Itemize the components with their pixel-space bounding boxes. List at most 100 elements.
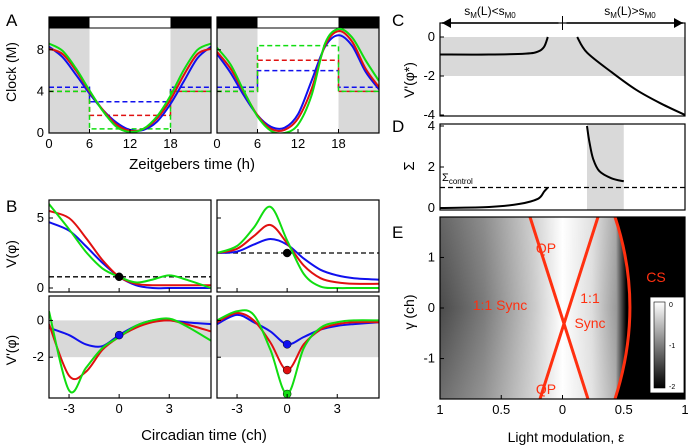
panel-b-xlabel: Circadian time (ch) xyxy=(141,427,267,444)
series-blue xyxy=(217,237,379,281)
fixed-point-marker xyxy=(282,248,292,258)
series-red xyxy=(217,223,379,285)
series-left xyxy=(440,36,549,56)
x-tick-label: 3 xyxy=(334,401,341,416)
panel-a: 0 6 12 18 0 4 8 0 6 12 18 Clock (M) Zeitgebers ti… xyxy=(3,16,380,173)
region-label-qp-bottom: QP xyxy=(536,381,556,397)
panel-letters: A B C D E xyxy=(6,11,404,242)
panel-e-ylabel: γ (ch) xyxy=(401,295,417,330)
panel-e-xlabel: Light modulation, ε xyxy=(508,429,625,445)
x-tick-label: 3 xyxy=(166,401,173,416)
colorbar-scale xyxy=(653,301,666,389)
y-tick-label: 4 xyxy=(37,83,44,98)
clipped-layer xyxy=(49,203,211,290)
panel-c: -4 -2 0 V'(φ*) sM(L)<sM0 sM(L)>sM0 xyxy=(401,4,686,122)
panel-c-annotation-left: sM(L)<sM0 xyxy=(464,4,516,20)
light-bar-dark xyxy=(49,17,90,28)
clipped-layer xyxy=(49,310,211,394)
panel-b-bottom-right-plot: -3 0 3 xyxy=(216,295,380,416)
panel-c-plot: -4 -2 0 xyxy=(423,16,686,122)
series-red xyxy=(49,210,211,287)
y-tick-label: 0 xyxy=(428,300,435,315)
panel-d: 0 2 4 Σ Σcontrol xyxy=(401,118,686,215)
range-shade xyxy=(587,124,624,210)
x-tick-label: 0 xyxy=(559,402,566,417)
y-tick-label: 8 xyxy=(37,42,44,57)
fixed-point-marker xyxy=(282,365,292,375)
panel-d-plot: 0 2 4 xyxy=(428,118,686,215)
panel-a-ylabel: Clock (M) xyxy=(3,42,19,102)
dark-period-shade xyxy=(170,17,211,133)
arrow-right-head xyxy=(674,18,683,28)
series-green xyxy=(217,27,379,133)
x-tick-label: 0 xyxy=(213,136,220,151)
panel-b-top-left-plot: 05 xyxy=(37,199,212,295)
light-bar-dark xyxy=(338,17,379,28)
x-tick-label: 0 xyxy=(284,401,291,416)
clipped-layer xyxy=(440,36,685,116)
colorbar-tick-label: -2 xyxy=(669,384,675,391)
boundary-qp-2 xyxy=(538,216,600,400)
series-green xyxy=(49,203,211,289)
y-tick-label: -2 xyxy=(423,68,435,83)
clipped-layer xyxy=(217,205,379,290)
panel-a-xlabel: Zeitgebers time (h) xyxy=(129,156,255,173)
x-tick-label: 6 xyxy=(86,136,93,151)
plot-frame xyxy=(439,123,686,211)
series-red xyxy=(217,311,379,372)
region-label-cs: CS xyxy=(646,269,665,285)
region-label-qp-top: QP xyxy=(536,240,556,256)
arrow-left-head xyxy=(442,18,451,28)
y-tick-label: 0 xyxy=(37,125,44,140)
fixed-point-marker xyxy=(114,330,124,340)
clipped-layer xyxy=(217,17,379,133)
panel-e-plot: -1 0 1 1 0.5 0 0.5 1 0 -1 -2 xyxy=(423,216,689,417)
series-green xyxy=(217,205,379,290)
series-right xyxy=(586,125,625,183)
panel-e: -1 0 1 1 0.5 0 0.5 1 0 -1 -2 γ (ch) Light modulati… xyxy=(401,216,689,445)
fixed-point-marker xyxy=(114,272,124,282)
plot-frame xyxy=(48,199,212,293)
panel-c-annotation-right: sM(L)>sM0 xyxy=(604,4,656,20)
y-tick-label: 0 xyxy=(428,29,435,44)
dark-period-shade xyxy=(217,17,258,133)
y-tick-label: 4 xyxy=(428,118,435,133)
panel-b-top-right-plot xyxy=(216,199,380,293)
light-bar-dark xyxy=(217,17,258,28)
x-tick-label: 6 xyxy=(254,136,261,151)
y-tick-label: 0 xyxy=(37,312,44,327)
boundary-cs xyxy=(613,216,632,400)
x-tick-label: 12 xyxy=(291,136,305,151)
y-tick-label: 0 xyxy=(428,200,435,215)
panel-label-d: D xyxy=(392,117,404,136)
dark-period-shade xyxy=(338,17,379,133)
panel-label-a: A xyxy=(6,11,18,30)
panel-b-bottom-ylabel: V'(φ) xyxy=(3,335,19,365)
clipped-layer xyxy=(440,124,685,210)
x-tick-label: -3 xyxy=(231,401,243,416)
panel-b-bottom-left-plot: -3 0 3 -2 0 xyxy=(32,295,212,416)
panel-d-ylabel: Σ xyxy=(401,161,418,170)
y-tick-label: 0 xyxy=(37,280,44,295)
y-tick-label: 1 xyxy=(428,249,435,264)
plot-frame xyxy=(216,295,380,399)
panel-b-top-ylabel: V(φ) xyxy=(3,240,19,268)
x-tick-label: 18 xyxy=(331,136,345,151)
fixed-point-marker xyxy=(282,340,292,349)
colorbar-tick-label: -1 xyxy=(669,343,675,350)
light-bar-dark xyxy=(170,17,211,28)
step-blue xyxy=(49,86,211,103)
x-tick-label: 0.5 xyxy=(615,402,633,417)
clipped-layer xyxy=(49,17,211,133)
x-tick-label: 0 xyxy=(116,401,123,416)
step-green xyxy=(217,44,379,93)
x-tick-label: 12 xyxy=(123,136,137,151)
x-tick-label: 0 xyxy=(45,136,52,151)
series-blue xyxy=(49,221,211,290)
clipped-layer xyxy=(217,309,379,398)
panel-label-b: B xyxy=(6,197,17,216)
y-tick-label: -1 xyxy=(423,351,435,366)
step-blue xyxy=(217,69,379,88)
panel-label-e: E xyxy=(392,223,403,242)
